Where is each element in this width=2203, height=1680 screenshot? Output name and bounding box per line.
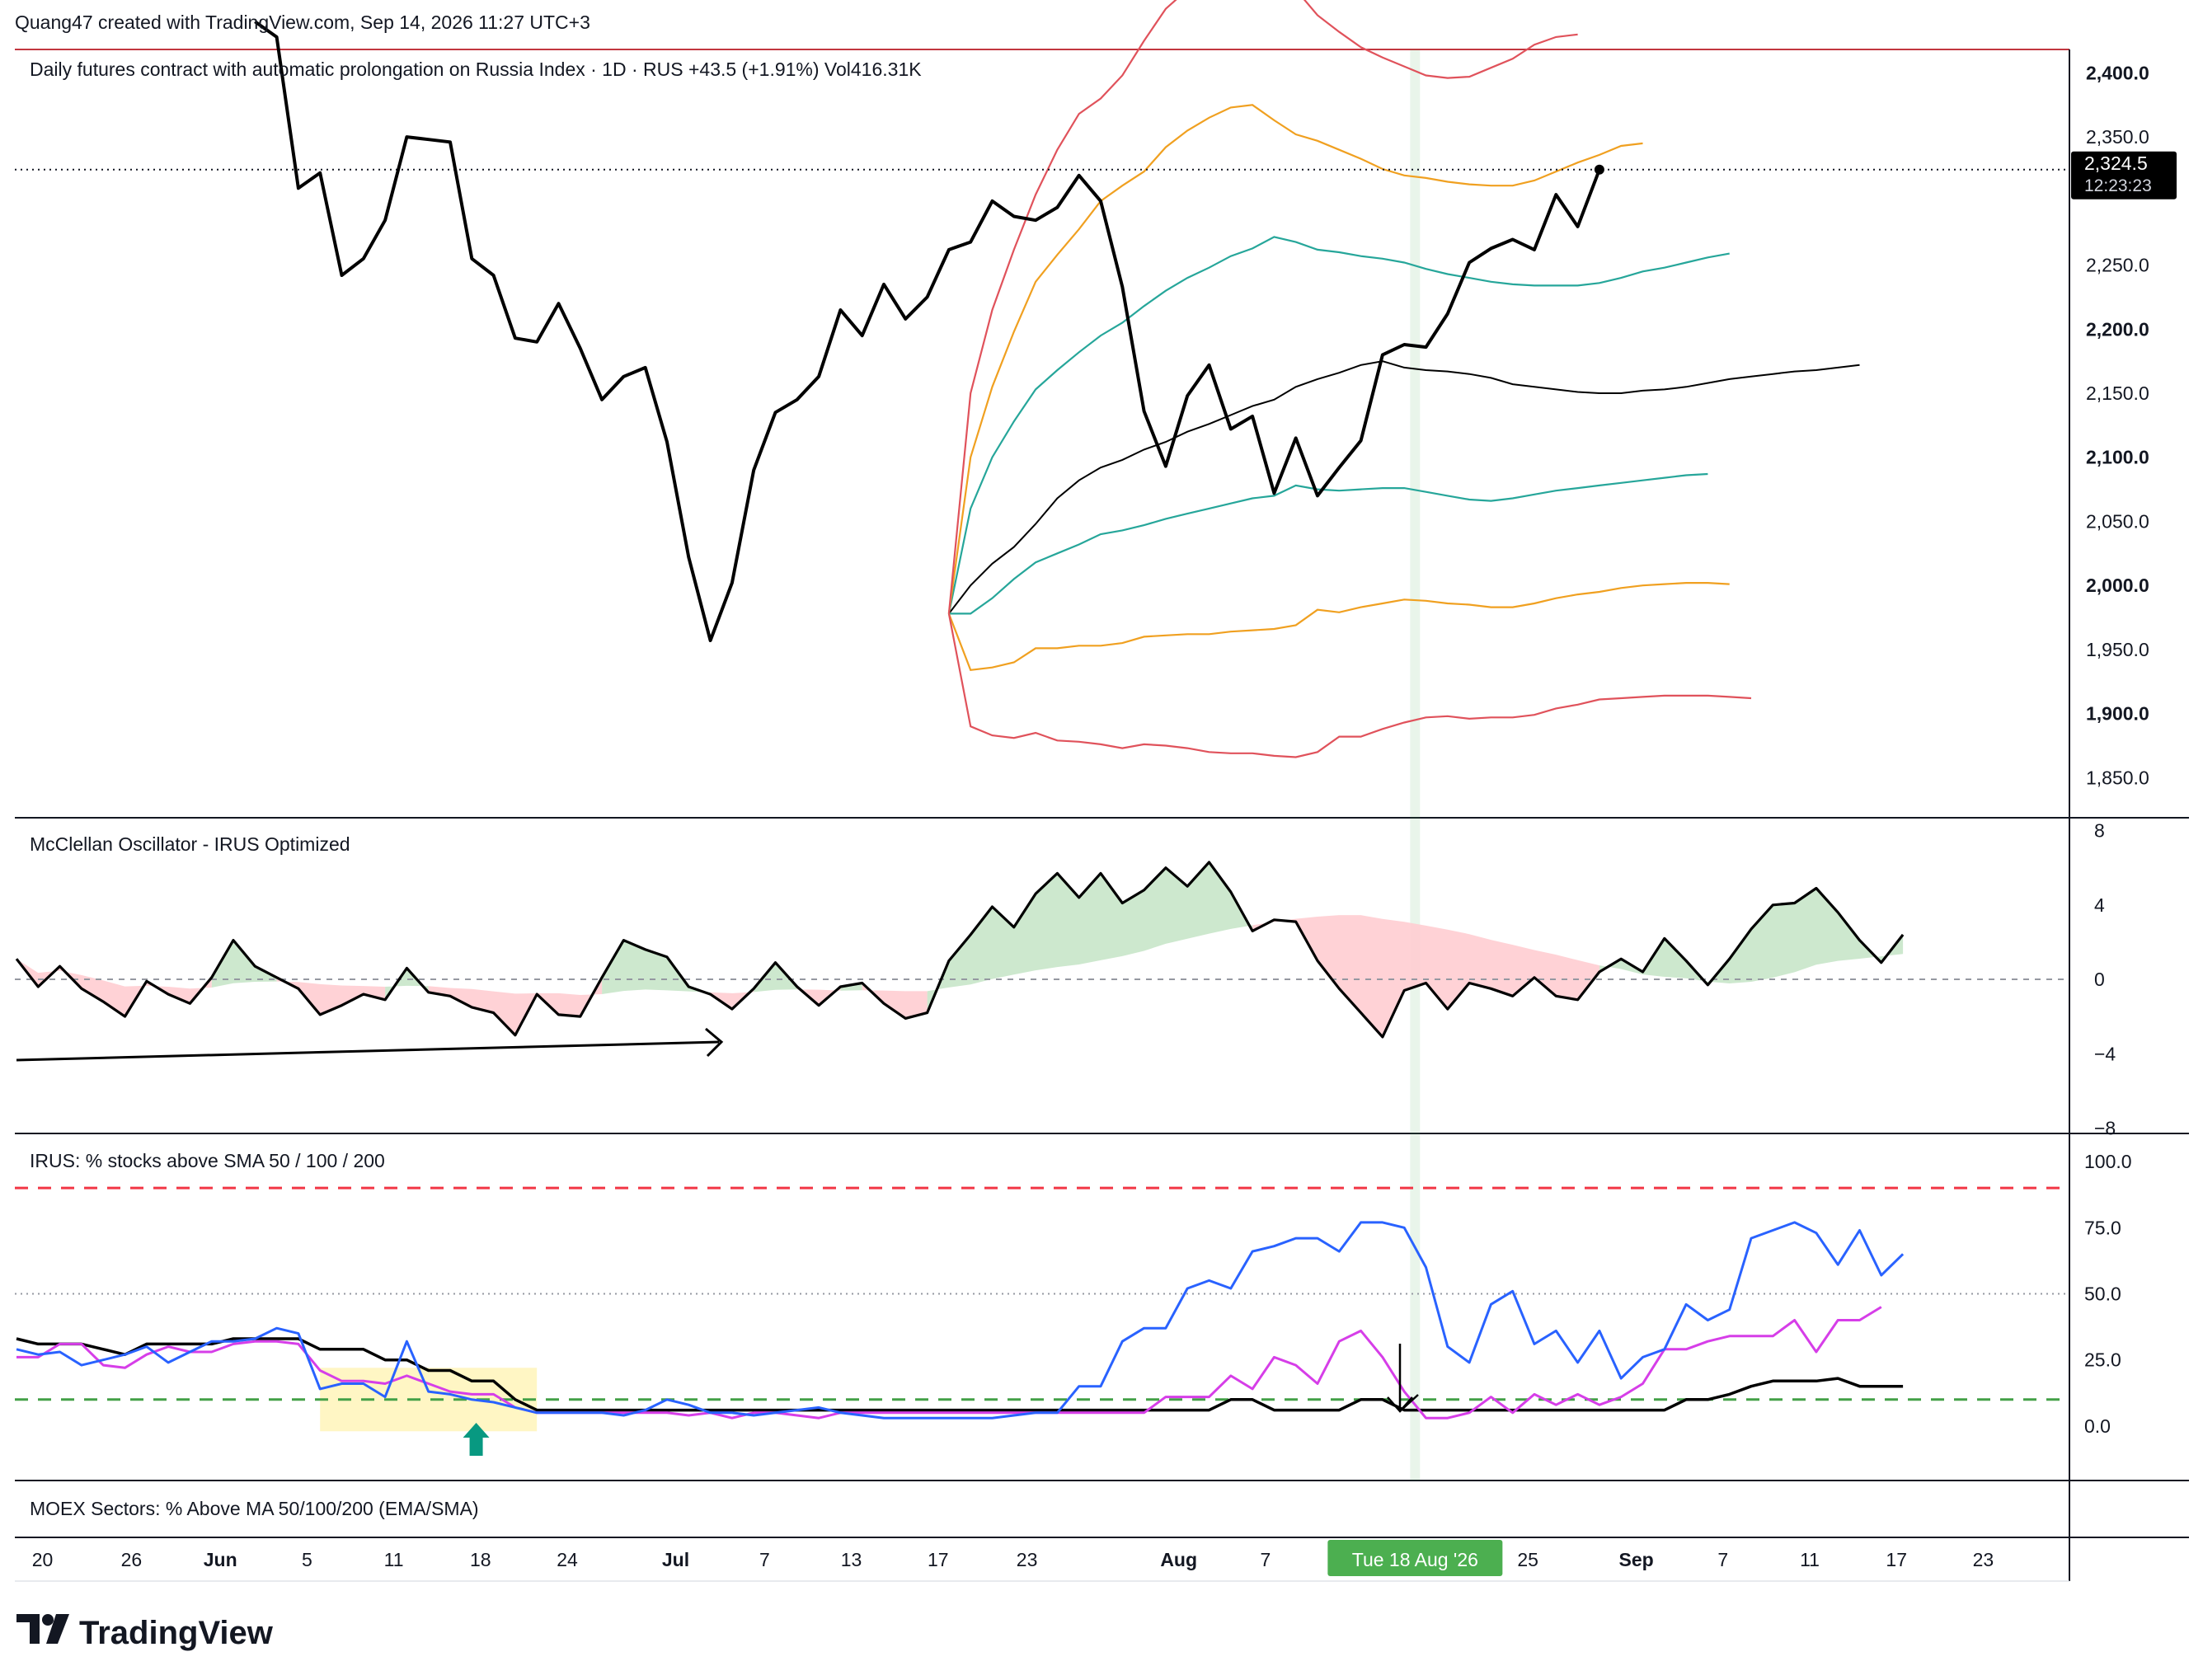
last-price-dot	[1594, 164, 1604, 175]
oscillator-tick-label: −4	[2094, 1043, 2116, 1064]
price-tick-label: 1,950.0	[2086, 639, 2149, 660]
band-vwap	[948, 360, 1860, 615]
last-price-countdown: 12:23:23	[2084, 176, 2152, 195]
breadth-tick-label: 0.0	[2084, 1415, 2111, 1437]
band-lower3	[947, 613, 1752, 758]
price-tick-label: 2,150.0	[2086, 382, 2149, 404]
time-tick-label: 11	[1800, 1549, 1820, 1570]
time-tick-label: Jun	[204, 1549, 237, 1570]
price-tick-label: 1,900.0	[2086, 703, 2149, 725]
band-lower1	[948, 472, 1708, 615]
tradingview-logo: TradingView	[16, 1614, 273, 1652]
time-tick-label: 17	[928, 1549, 949, 1570]
sma100-line	[16, 1306, 1882, 1420]
time-tick-label: 20	[32, 1549, 54, 1570]
cursor-date-badge: Tue 18 Aug '26	[1327, 1540, 1503, 1576]
time-tick-label: 24	[557, 1549, 578, 1570]
band-upper3	[947, 0, 1578, 614]
time-tick-label: 25	[1517, 1549, 1538, 1570]
cursor-column	[1410, 49, 1421, 1481]
breadth-tick-label: 25.0	[2084, 1349, 2121, 1371]
envelope-bands	[947, 0, 1860, 758]
time-tick-label: 7	[1717, 1549, 1728, 1570]
cursor-date-label: Tue 18 Aug '26	[1352, 1549, 1478, 1570]
oscillator-pane[interactable]	[15, 861, 2069, 1062]
time-tick-label: 13	[841, 1549, 862, 1570]
band-upper2	[947, 104, 1643, 614]
time-tick-label: Sep	[1619, 1549, 1654, 1570]
oscillator-tick-label: −8	[2094, 1117, 2116, 1138]
time-tick-label: 23	[1973, 1549, 1994, 1570]
price-pane-title: Daily futures contract with automatic pr…	[30, 59, 922, 80]
time-tick-label: 7	[759, 1549, 770, 1570]
oscillator-line	[15, 861, 1905, 1039]
price-tick-label: 2,250.0	[2086, 255, 2149, 276]
price-y-axis[interactable]: 2,400.0 2,350.0 2,250.0 2,200.0 2,150.0 2,100…	[2086, 62, 2149, 788]
time-tick-label: 18	[470, 1549, 491, 1570]
breadth-pane-title: IRUS: % stocks above SMA 50 / 100 / 200	[30, 1150, 385, 1171]
band-upper1	[947, 236, 1730, 614]
sma50-line	[16, 1221, 1905, 1420]
breadth-tick-label: 75.0	[2084, 1217, 2121, 1238]
oscillator-tick-label: 8	[2094, 820, 2105, 842]
breadth-pane[interactable]	[15, 1186, 2069, 1456]
time-tick-label: Aug	[1160, 1549, 1197, 1570]
breadth-tick-label: 100.0	[2084, 1151, 2132, 1172]
time-tick-label: 5	[302, 1549, 312, 1570]
price-tick-label: 2,350.0	[2086, 126, 2149, 148]
oscillator-positive-area	[211, 861, 1904, 1013]
breadth-tick-label: 50.0	[2084, 1283, 2121, 1304]
last-price-value: 2,324.5	[2084, 153, 2148, 174]
time-tick-label: 23	[1017, 1549, 1038, 1570]
price-tick-label: 2,100.0	[2086, 447, 2149, 468]
time-tick-label: 7	[1260, 1549, 1271, 1570]
sector-pane-title: MOEX Sectors: % Above MA 50/100/200 (EMA…	[30, 1498, 479, 1519]
down-arrow-icon	[1387, 1344, 1419, 1413]
oscillator-pane-title: McClellan Oscillator - IRUS Optimized	[30, 833, 350, 855]
chart-frame	[15, 49, 2189, 1582]
time-tick-label: 26	[121, 1549, 143, 1570]
price-pane[interactable]	[15, 0, 2069, 758]
time-axis[interactable]: 20 26 Jun 5 11 18 24 Jul 7 13 17 23 Aug 7 25 Sep 7 11 17 23	[32, 1549, 1994, 1570]
time-tick-label: Jul	[662, 1549, 689, 1570]
up-arrow-icon	[463, 1423, 490, 1456]
time-tick-label: 17	[1886, 1549, 1907, 1570]
tradingview-logo-icon	[16, 1614, 71, 1652]
time-tick-label: 11	[384, 1549, 404, 1570]
oscillator-tick-label: 4	[2094, 894, 2105, 916]
oscillator-y-axis[interactable]: 8 4 0 −4 −8	[2094, 820, 2116, 1139]
trend-arrow-head	[705, 1027, 724, 1058]
price-tick-label: 2,200.0	[2086, 318, 2149, 340]
attribution-header: Quang47 created with TradingView.com, Se…	[15, 12, 590, 33]
sma200-line	[16, 1337, 1904, 1412]
price-tick-label: 1,850.0	[2086, 767, 2149, 788]
price-line	[254, 20, 1601, 642]
last-price-label: 2,324.5 12:23:23	[2071, 151, 2177, 199]
price-tick-label: 2,050.0	[2086, 510, 2149, 532]
trend-arrow-line	[16, 1040, 720, 1062]
price-tick-label: 2,000.0	[2086, 575, 2149, 596]
tradingview-brand: TradingView	[79, 1614, 273, 1651]
price-tick-label: 2,400.0	[2086, 62, 2149, 83]
oscillator-tick-label: 0	[2094, 969, 2105, 990]
band-lower2	[947, 582, 1730, 671]
breadth-y-axis[interactable]: 100.0 75.0 50.0 25.0 0.0	[2084, 1151, 2132, 1437]
